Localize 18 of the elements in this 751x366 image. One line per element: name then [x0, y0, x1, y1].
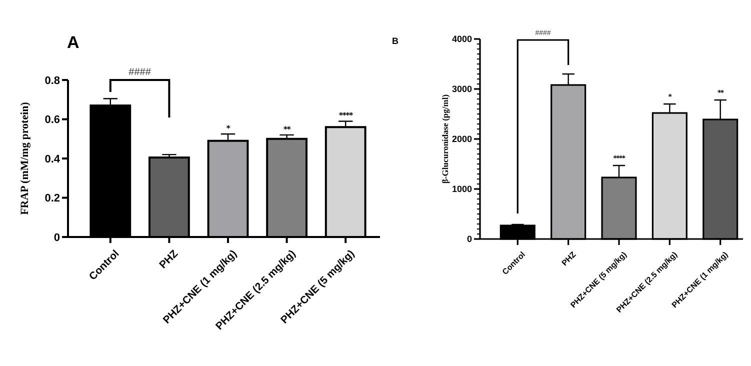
text: B [392, 36, 399, 46]
y-tick-label: 3000 [452, 84, 472, 94]
y-tick-label: 0.6 [44, 114, 60, 126]
y-tick-label: 1000 [452, 184, 472, 194]
annotation: ** [283, 124, 292, 134]
y-tick-label: 0 [54, 232, 60, 244]
y-tick-label: 0.8 [44, 74, 60, 87]
y-axis-title: FRAP (mM/mg protein) [19, 102, 31, 215]
y-tick-label: 0 [466, 234, 472, 244]
annotation: * [226, 124, 232, 133]
chart-title: A [67, 33, 80, 52]
y-tick-label: 4000 [452, 34, 472, 44]
y-axis-title: β-Glucuronidase (pg/ml) [440, 94, 450, 184]
annotation: **** [338, 111, 354, 120]
y-tick-label: 0.2 [44, 192, 60, 205]
text: #### [128, 67, 152, 78]
y-tick-label: 0.4 [44, 153, 61, 166]
y-tick-label: 2000 [452, 134, 472, 144]
